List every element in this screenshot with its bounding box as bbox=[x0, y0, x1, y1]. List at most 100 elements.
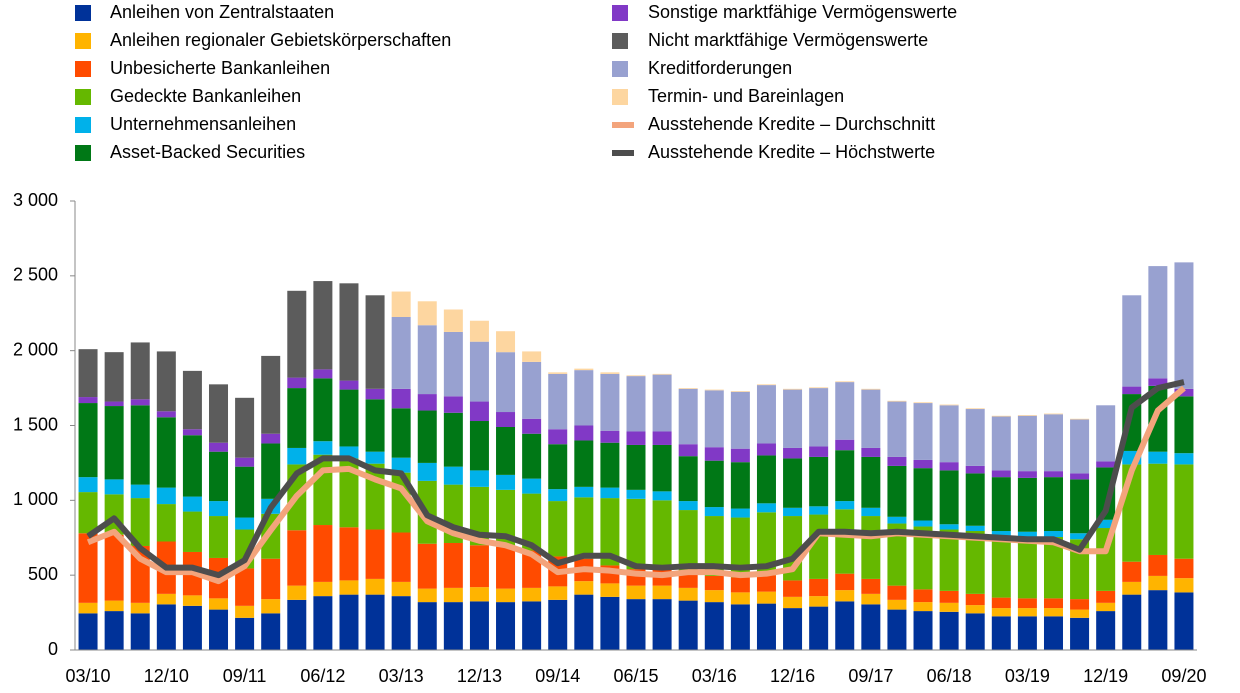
bar-segment bbox=[548, 489, 568, 502]
bar-segment bbox=[887, 585, 907, 600]
bar-segment bbox=[626, 585, 646, 600]
bar-segment bbox=[939, 404, 959, 406]
bar-segment bbox=[704, 516, 724, 576]
bar-segment bbox=[574, 425, 594, 441]
legend-label: Unbesicherte Bankanleihen bbox=[110, 58, 330, 78]
bar-segment bbox=[339, 389, 359, 447]
bar-segment bbox=[235, 457, 255, 467]
legend-swatch bbox=[75, 117, 91, 133]
bar-segment bbox=[339, 458, 359, 528]
bar-segment bbox=[261, 599, 281, 614]
bar-segment bbox=[78, 602, 98, 614]
bar-segment bbox=[417, 301, 437, 326]
bar-segment bbox=[443, 331, 463, 397]
legend-label: Anleihen von Zentralstaaten bbox=[110, 2, 334, 22]
bar-segment bbox=[365, 399, 385, 452]
bar-segment bbox=[678, 587, 698, 601]
bar-segment bbox=[104, 406, 124, 480]
y-tick-label: 1 000 bbox=[13, 489, 58, 509]
bar-segment bbox=[78, 492, 98, 534]
bar-segment bbox=[991, 416, 1011, 471]
bar-segment bbox=[1017, 608, 1037, 617]
bar-segment bbox=[1122, 594, 1142, 650]
bar-segment bbox=[1017, 415, 1037, 416]
bar-segment bbox=[182, 435, 202, 497]
bar-segment bbox=[965, 531, 985, 594]
bar-segment bbox=[652, 444, 672, 492]
bar-segment bbox=[417, 588, 437, 603]
bar-segment bbox=[1096, 519, 1116, 529]
bar-segment bbox=[104, 534, 124, 601]
bar-segment bbox=[1096, 590, 1116, 603]
legend-swatch bbox=[612, 33, 628, 49]
bar-segment bbox=[78, 477, 98, 493]
bar-segment bbox=[443, 602, 463, 650]
bar-segment bbox=[756, 503, 776, 513]
bar-segment bbox=[861, 389, 881, 448]
bar-segment bbox=[1043, 537, 1063, 599]
bar-segment bbox=[574, 497, 594, 559]
bar-segment bbox=[730, 517, 750, 578]
bar-segment bbox=[1043, 616, 1063, 650]
bar-segment bbox=[496, 546, 516, 589]
bar-segment bbox=[809, 578, 829, 597]
bar-segment bbox=[861, 507, 881, 517]
bar-segment bbox=[704, 590, 724, 603]
x-tick-label: 06/18 bbox=[927, 666, 972, 686]
bar-segment bbox=[1096, 602, 1116, 612]
bar-segment bbox=[626, 599, 646, 650]
bar-segment bbox=[417, 410, 437, 463]
bar-segment bbox=[652, 585, 672, 600]
bar-segment bbox=[678, 388, 698, 445]
x-tick-label: 03/10 bbox=[66, 666, 111, 686]
bar-segment bbox=[522, 493, 542, 551]
bar-segment bbox=[1174, 592, 1194, 650]
bar-segment bbox=[287, 585, 307, 600]
bar-segment bbox=[887, 516, 907, 524]
bar-segment bbox=[78, 613, 98, 650]
bar-segment bbox=[287, 388, 307, 448]
bar-segment bbox=[1174, 558, 1194, 579]
bar-segment bbox=[678, 444, 698, 457]
bar-segment bbox=[182, 605, 202, 650]
bar-segment bbox=[209, 501, 229, 517]
bar-segment bbox=[182, 370, 202, 430]
bar-segment bbox=[783, 507, 803, 517]
bar-segment bbox=[652, 500, 672, 570]
bar-segment bbox=[469, 545, 489, 588]
bar-segment bbox=[235, 466, 255, 518]
bar-segment bbox=[1017, 415, 1037, 472]
bar-segment bbox=[156, 487, 176, 505]
bar-segment bbox=[339, 594, 359, 650]
bar-segment bbox=[1043, 608, 1063, 617]
legend-label: Kreditforderungen bbox=[648, 58, 792, 78]
bar-segment bbox=[1070, 418, 1090, 420]
bar-segment bbox=[704, 390, 724, 448]
bar-segment bbox=[1174, 464, 1194, 559]
legend-swatch bbox=[612, 61, 628, 77]
bar-segment bbox=[730, 462, 750, 509]
bar-segment bbox=[339, 580, 359, 595]
bar-segment bbox=[861, 447, 881, 457]
bar-segment bbox=[913, 468, 933, 521]
x-tick-label: 03/19 bbox=[1005, 666, 1050, 686]
bar-segment bbox=[1017, 616, 1037, 650]
bar-segment bbox=[1017, 531, 1037, 538]
bar-segment bbox=[1148, 575, 1168, 591]
bar-segment bbox=[1174, 453, 1194, 465]
bar-segment bbox=[1070, 609, 1090, 618]
bar-segment bbox=[652, 599, 672, 650]
bar-segment bbox=[548, 599, 568, 650]
bar-segment bbox=[209, 609, 229, 650]
bar-segment bbox=[287, 599, 307, 650]
bar-segment bbox=[809, 596, 829, 607]
bar-segment bbox=[1017, 537, 1037, 599]
bar-segment bbox=[130, 342, 150, 400]
bar-segment bbox=[156, 417, 176, 488]
y-tick-label: 0 bbox=[48, 639, 58, 659]
legend-swatch bbox=[75, 89, 91, 105]
line-series bbox=[86, 379, 1185, 579]
legend-swatch bbox=[612, 89, 628, 105]
bar-segment bbox=[522, 361, 542, 419]
